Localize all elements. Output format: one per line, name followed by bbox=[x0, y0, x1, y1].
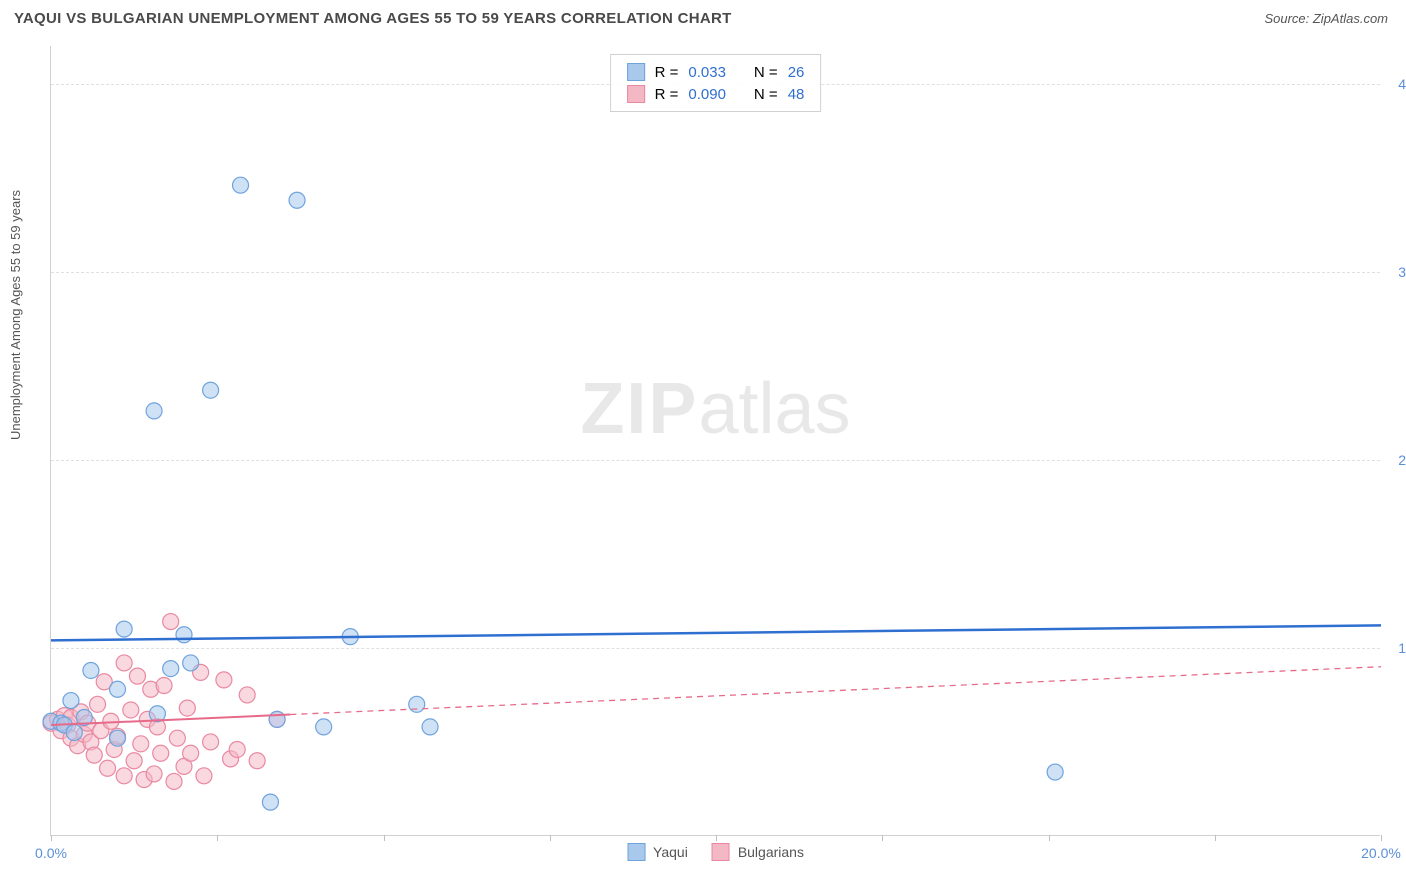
source-label: Source: ZipAtlas.com bbox=[1264, 11, 1388, 26]
x-tick bbox=[51, 835, 52, 841]
stat-r-label: R = bbox=[655, 86, 679, 103]
data-point bbox=[163, 614, 179, 630]
stat-n-value: 48 bbox=[788, 86, 805, 103]
trend-line bbox=[290, 667, 1381, 715]
data-point bbox=[203, 382, 219, 398]
data-point bbox=[163, 661, 179, 677]
x-tick bbox=[882, 835, 883, 841]
data-point bbox=[249, 753, 265, 769]
chart-title: YAQUI VS BULGARIAN UNEMPLOYMENT AMONG AG… bbox=[14, 10, 732, 27]
data-point bbox=[183, 745, 199, 761]
data-point bbox=[66, 725, 82, 741]
chart-plot-area: ZIPatlas 10.0%20.0%30.0%40.0% 0.0%20.0% … bbox=[50, 46, 1380, 836]
data-point bbox=[83, 662, 99, 678]
data-point bbox=[86, 747, 102, 763]
data-point bbox=[116, 768, 132, 784]
x-tick-label: 20.0% bbox=[1361, 845, 1401, 861]
stats-row-bulgarians: R = 0.090 N = 48 bbox=[627, 83, 805, 105]
data-point bbox=[196, 768, 212, 784]
legend-item-yaqui: Yaqui bbox=[627, 843, 688, 861]
data-point bbox=[110, 681, 126, 697]
y-axis-label: Unemployment Among Ages 55 to 59 years bbox=[8, 190, 23, 440]
x-tick bbox=[217, 835, 218, 841]
data-point bbox=[63, 693, 79, 709]
data-point bbox=[269, 711, 285, 727]
data-point bbox=[233, 177, 249, 193]
data-point bbox=[239, 687, 255, 703]
legend-label: Yaqui bbox=[653, 844, 688, 860]
data-point bbox=[156, 678, 172, 694]
chart-header: YAQUI VS BULGARIAN UNEMPLOYMENT AMONG AG… bbox=[0, 0, 1406, 33]
data-point bbox=[90, 696, 106, 712]
x-tick bbox=[1215, 835, 1216, 841]
data-point bbox=[166, 773, 182, 789]
swatch-bulgarians bbox=[627, 85, 645, 103]
legend: Yaqui Bulgarians bbox=[627, 843, 804, 861]
data-point bbox=[409, 696, 425, 712]
data-point bbox=[183, 655, 199, 671]
x-tick-label: 0.0% bbox=[35, 845, 67, 861]
stat-r-label: R = bbox=[655, 64, 679, 81]
data-point bbox=[146, 766, 162, 782]
data-point bbox=[133, 736, 149, 752]
data-point bbox=[176, 627, 192, 643]
data-point bbox=[262, 794, 278, 810]
y-tick-label: 10.0% bbox=[1398, 640, 1406, 656]
correlation-stats-box: R = 0.033 N = 26 R = 0.090 N = 48 bbox=[610, 54, 822, 112]
data-point bbox=[153, 745, 169, 761]
x-tick bbox=[384, 835, 385, 841]
stat-r-value: 0.033 bbox=[688, 64, 726, 81]
y-tick-label: 30.0% bbox=[1398, 264, 1406, 280]
data-point bbox=[229, 741, 245, 757]
swatch-yaqui bbox=[627, 843, 645, 861]
x-tick bbox=[716, 835, 717, 841]
y-tick-label: 40.0% bbox=[1398, 76, 1406, 92]
data-point bbox=[116, 621, 132, 637]
data-point bbox=[1047, 764, 1063, 780]
x-tick bbox=[1381, 835, 1382, 841]
data-point bbox=[110, 730, 126, 746]
swatch-bulgarians bbox=[712, 843, 730, 861]
data-point bbox=[116, 655, 132, 671]
data-point bbox=[203, 734, 219, 750]
stat-n-label: N = bbox=[754, 64, 778, 81]
data-point bbox=[100, 760, 116, 776]
stat-n-label: N = bbox=[754, 86, 778, 103]
data-point bbox=[129, 668, 145, 684]
scatter-svg bbox=[51, 46, 1380, 835]
data-point bbox=[146, 403, 162, 419]
stat-r-value: 0.090 bbox=[688, 86, 726, 103]
swatch-yaqui bbox=[627, 63, 645, 81]
legend-item-bulgarians: Bulgarians bbox=[712, 843, 804, 861]
data-point bbox=[422, 719, 438, 735]
data-point bbox=[216, 672, 232, 688]
data-point bbox=[289, 192, 305, 208]
data-point bbox=[179, 700, 195, 716]
y-tick-label: 20.0% bbox=[1398, 452, 1406, 468]
data-point bbox=[123, 702, 139, 718]
data-point bbox=[169, 730, 185, 746]
data-point bbox=[316, 719, 332, 735]
x-tick bbox=[1049, 835, 1050, 841]
trend-line bbox=[51, 625, 1381, 640]
stats-row-yaqui: R = 0.033 N = 26 bbox=[627, 61, 805, 83]
legend-label: Bulgarians bbox=[738, 844, 804, 860]
stat-n-value: 26 bbox=[788, 64, 805, 81]
x-tick bbox=[550, 835, 551, 841]
data-point bbox=[126, 753, 142, 769]
